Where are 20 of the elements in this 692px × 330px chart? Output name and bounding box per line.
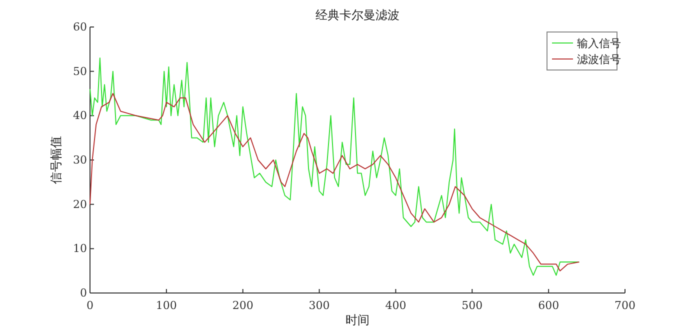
y-tick-label: 10: [73, 242, 87, 256]
legend-label: 滤波信号: [577, 53, 621, 66]
chart-title: 经典卡尔曼滤波: [316, 8, 400, 22]
y-tick-label: 40: [73, 109, 87, 122]
line-series: [90, 93, 580, 272]
x-tick-label: 200: [232, 299, 254, 312]
y-tick-label: 30: [73, 154, 87, 167]
x-tick-label: 100: [156, 299, 177, 312]
legend-label: 输入信号: [577, 37, 621, 50]
y-tick-label: 60: [73, 20, 87, 34]
y-tick-label: 20: [73, 198, 87, 211]
x-tick-label: 400: [385, 299, 406, 312]
x-axis-title: 时间: [346, 313, 370, 327]
x-tick-label: 600: [538, 299, 560, 312]
x-tick-label: 500: [462, 299, 483, 312]
x-tick-label: 300: [308, 299, 330, 312]
y-tick-label: 50: [73, 64, 87, 78]
y-tick-label: 0: [80, 286, 87, 300]
y-axis-title: 信号幅值: [49, 136, 63, 184]
x-tick-label: 700: [614, 299, 636, 312]
